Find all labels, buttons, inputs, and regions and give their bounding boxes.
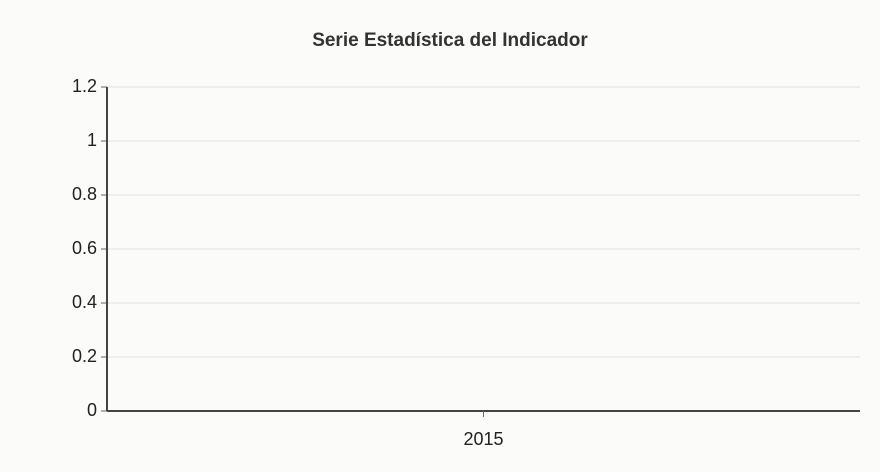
y-tick-label: 0.8 [72, 184, 97, 204]
y-tick-label: 1.2 [72, 76, 97, 96]
y-tick-label: 0.4 [72, 292, 97, 312]
x-tick-label: 2015 [463, 429, 503, 449]
chart-title: Serie Estadística del Indicador [312, 30, 588, 51]
y-tick-label: 1 [87, 130, 97, 150]
y-tick-label: 0 [87, 400, 97, 420]
y-tick-label: 0.6 [72, 238, 97, 258]
y-tick-label: 0.2 [72, 346, 97, 366]
